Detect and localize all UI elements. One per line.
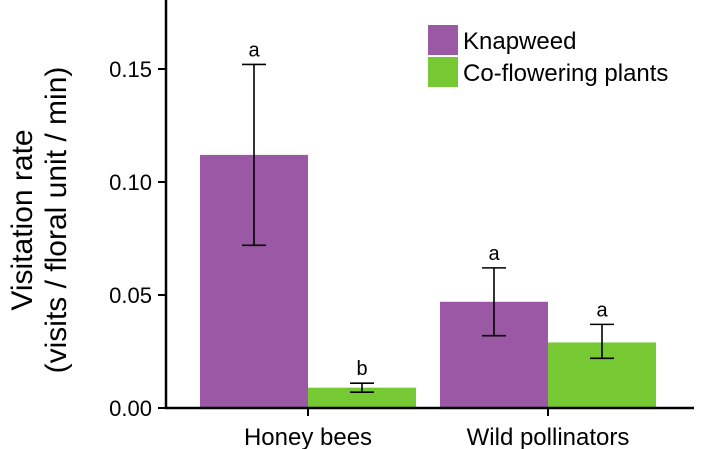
significance-label: a	[248, 39, 260, 61]
x-category-label: Honey bees	[244, 424, 372, 449]
significance-label: a	[488, 243, 500, 265]
y-ticks-group: 0.00 0.05 0.10 0.15	[109, 57, 166, 421]
y-tick-label: 0.10	[109, 170, 152, 195]
legend-label: Co-flowering plants	[463, 60, 668, 87]
legend: Knapweed Co-flowering plants	[428, 25, 668, 87]
bars-group	[200, 154, 656, 408]
significance-label: b	[356, 358, 367, 380]
y-axis-title-line-1: Visitation rate	[6, 129, 39, 310]
x-category-label: Wild pollinators	[467, 424, 630, 449]
y-axis-title-line-2: (visits / floral unit / min)	[40, 67, 73, 374]
x-category-labels-group: Honey bees Wild pollinators	[244, 408, 629, 449]
legend-swatch	[428, 57, 458, 87]
error-bars-group	[242, 63, 614, 393]
significance-labels-group: a a b a	[248, 39, 608, 380]
y-axis-title: Visitation rate (visits / floral unit / …	[6, 67, 73, 374]
y-tick-label: 0.05	[109, 283, 152, 308]
significance-label: a	[596, 299, 608, 321]
bar-co-flowering-plants-0	[308, 387, 416, 408]
y-tick-label: 0.00	[109, 396, 152, 421]
legend-label: Knapweed	[463, 28, 576, 55]
y-tick-label: 0.15	[109, 57, 152, 82]
legend-swatch	[428, 25, 458, 55]
